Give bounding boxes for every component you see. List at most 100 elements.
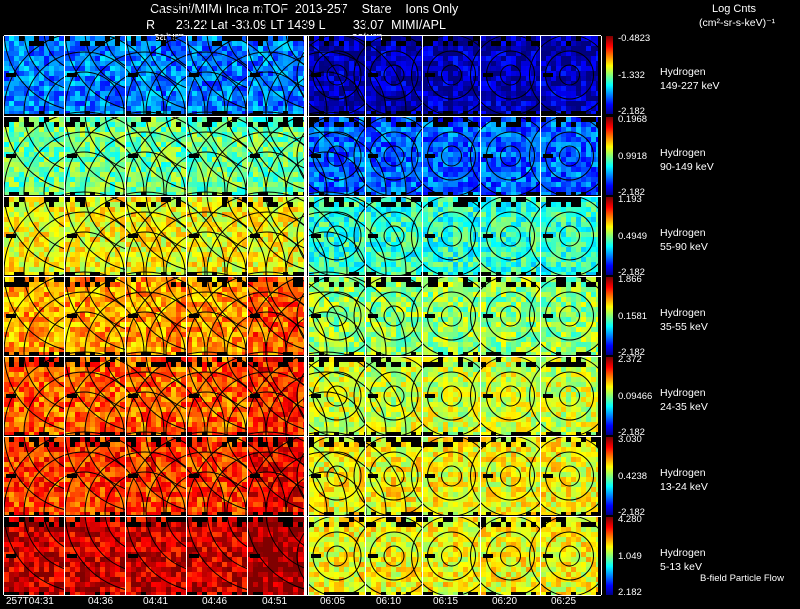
grid-lines [3, 35, 602, 596]
colorbar-min-value: -2.182 [618, 187, 645, 198]
colorbar [606, 197, 613, 275]
image-panel [541, 517, 598, 595]
image-panel [481, 357, 540, 435]
colorbar-mid-value: 0.09466 [618, 391, 653, 402]
colorbar-title: Log Cnts [712, 3, 757, 15]
image-panel [366, 197, 422, 275]
colorbar-min-value: -2.182 [618, 267, 645, 278]
cross-marker [128, 234, 138, 238]
time-gap-divider [304, 36, 307, 595]
image-panel [4, 437, 64, 515]
cross-marker [543, 314, 553, 318]
cross-marker [311, 73, 321, 77]
image-panel [187, 197, 247, 275]
energy-label: 55-90 keV [660, 241, 708, 253]
colorbar-min-value: -2.182 [618, 347, 645, 358]
energy-label: 90-149 keV [660, 161, 714, 173]
colorbar-unit: (cm²-sr-s-keV)⁻¹ [699, 17, 776, 29]
species-label: Hydrogen [660, 547, 706, 559]
cross-marker [311, 314, 321, 318]
cross-marker [368, 474, 378, 478]
cross-marker [311, 554, 321, 558]
cross-marker [425, 554, 435, 558]
cross-marker [189, 234, 199, 238]
species-label: Hydrogen [660, 387, 706, 399]
image-panel [65, 437, 125, 515]
image-panel [126, 36, 186, 114]
cross-marker [128, 73, 138, 77]
cross-marker [128, 474, 138, 478]
cross-marker [311, 154, 321, 158]
time-tick-label: 06:20 [492, 596, 518, 607]
image-panel [366, 36, 422, 114]
colorbar [606, 277, 613, 355]
image-panel [423, 117, 480, 195]
energy-label: 24-35 keV [660, 401, 708, 413]
colorbar-mid-value: 0.9918 [618, 151, 648, 162]
colorbar-min-value: 2.182 [618, 587, 642, 598]
cross-marker [67, 314, 77, 318]
colorbar-max-value: 1.193 [618, 194, 642, 205]
cross-marker [189, 314, 199, 318]
colorbar-max-value: 1.866 [618, 274, 642, 285]
cross-marker [6, 554, 16, 558]
colorbar-min-value: -2.182 [618, 427, 645, 438]
cross-marker [189, 394, 199, 398]
cross-marker [368, 234, 378, 238]
colorbar-mid-value: 0.1581 [618, 311, 648, 322]
cross-marker [368, 394, 378, 398]
colorbar [606, 357, 613, 435]
energy-label: 149-227 keV [660, 80, 720, 92]
species-label: Hydrogen [660, 66, 706, 78]
cross-marker [425, 394, 435, 398]
cross-marker [368, 154, 378, 158]
cross-marker [483, 394, 493, 398]
cross-marker [543, 154, 553, 158]
time-tick-label: 06:10 [376, 596, 402, 607]
time-tick-label: 06:05 [320, 596, 346, 607]
cross-marker [425, 154, 435, 158]
image-panel [541, 437, 598, 515]
cross-marker [425, 314, 435, 318]
image-panel [423, 277, 480, 355]
cross-marker [189, 73, 199, 77]
species-label: Hydrogen [660, 227, 706, 239]
cross-marker [425, 474, 435, 478]
time-tick-label: 06:25 [551, 596, 577, 607]
colorbar [606, 36, 613, 114]
time-tick-label: 04:51 [262, 596, 288, 607]
image-panel [366, 357, 422, 435]
cross-marker [311, 474, 321, 478]
cross-marker [189, 474, 199, 478]
image-panel [65, 277, 125, 355]
colorbar-mid-value: 0.4949 [618, 231, 648, 242]
cross-marker [368, 554, 378, 558]
image-panel [423, 517, 480, 595]
cross-marker [67, 154, 77, 158]
image-panel [126, 517, 186, 595]
plot-title-line1: Cassini/MIMI Inca mTOF 2013-257 Stare Io… [150, 2, 459, 16]
cross-marker [67, 554, 77, 558]
colorbar-max-value: -0.4823 [618, 33, 651, 44]
time-tick-label: 04:46 [202, 596, 228, 607]
cross-marker [543, 394, 553, 398]
cross-marker [425, 73, 435, 77]
image-panel [65, 517, 125, 595]
cross-marker [128, 154, 138, 158]
cross-marker [368, 314, 378, 318]
cross-marker [128, 314, 138, 318]
cross-marker [543, 554, 553, 558]
cross-marker [543, 73, 553, 77]
cross-marker [483, 73, 493, 77]
image-panel [309, 517, 365, 595]
time-tick-label: 04:41 [143, 596, 169, 607]
image-panel [187, 517, 247, 595]
cross-marker [543, 474, 553, 478]
cross-marker [483, 554, 493, 558]
colorbar-min-value: -2.182 [618, 507, 645, 518]
cross-marker [6, 154, 16, 158]
colorbar-min-value: -2.182 [618, 106, 645, 117]
cross-marker [128, 394, 138, 398]
cross-marker [67, 73, 77, 77]
species-label: Hydrogen [660, 467, 706, 479]
